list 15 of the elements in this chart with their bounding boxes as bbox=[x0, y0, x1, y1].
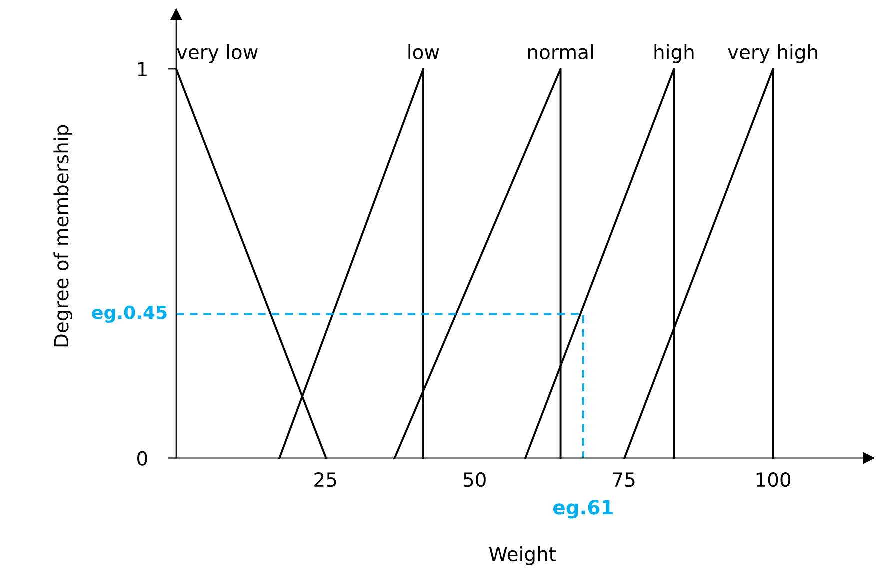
series-label: low bbox=[408, 44, 440, 60]
series-label: very high bbox=[728, 44, 818, 64]
text: eg.61 bbox=[554, 500, 613, 519]
text: eg.0.45 bbox=[92, 306, 167, 324]
series-label: normal bbox=[528, 44, 594, 60]
x-tick-label: 50 bbox=[464, 472, 486, 488]
y-tick-label: 1 bbox=[138, 62, 147, 77]
series-label: very low bbox=[176, 44, 258, 64]
x-axis-title: Weight bbox=[489, 546, 556, 566]
x-tick-label: 75 bbox=[613, 472, 635, 488]
x-tick-label: 100 bbox=[756, 472, 791, 488]
y-tick-label: 0 bbox=[138, 451, 148, 466]
series-label: high bbox=[654, 44, 694, 64]
x-tick-label: 25 bbox=[314, 472, 336, 488]
y-axis-title: Degree of membership bbox=[54, 125, 73, 347]
